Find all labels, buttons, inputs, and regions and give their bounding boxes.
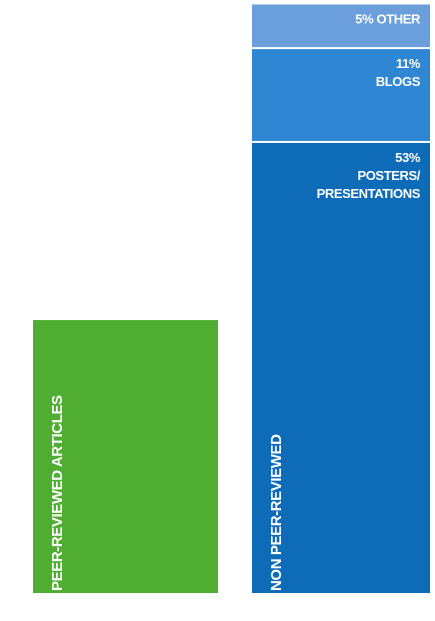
segment-label: 53% — [395, 150, 421, 165]
bar-segment-53-posters-presentations — [252, 142, 430, 594]
segment-label: 5% OTHER — [355, 11, 421, 26]
category-label-peer-reviewed-articles: PEER-REVIEWED ARTICLES — [49, 395, 66, 591]
segment-label: 11% — [396, 56, 421, 71]
bar-peer-reviewed-articles — [33, 320, 218, 593]
value-label-non-peer-reviewed: 68% — [286, 591, 331, 617]
category-label-non-peer-reviewed: NON PEER-REVIEWED — [268, 434, 285, 591]
bar-segment-5-other — [252, 4, 430, 48]
segment-label: PRESENTATIONS — [317, 186, 421, 201]
bar-segment-11-blogs — [252, 49, 430, 141]
segment-label: BLOGS — [376, 74, 421, 89]
value-label-peer-reviewed-articles: 32% — [67, 591, 112, 617]
segment-label: POSTERS/ — [357, 168, 420, 183]
